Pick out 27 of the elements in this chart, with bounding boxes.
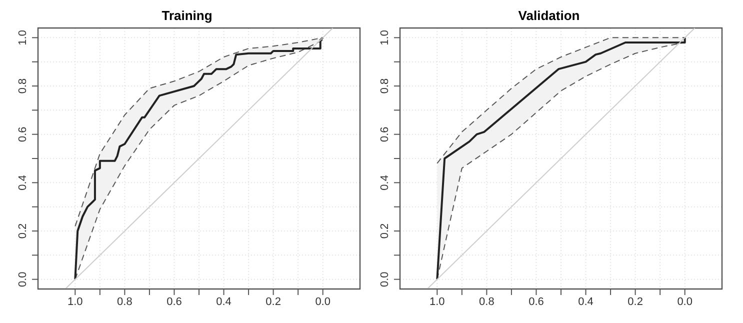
- y-tick-label: 0.2: [379, 223, 391, 239]
- chart-title: Training: [160, 8, 214, 25]
- x-tick-label: 1.0: [68, 296, 83, 308]
- x-tick-label: 0.8: [117, 296, 132, 308]
- y-tick-label: 0.4: [17, 175, 29, 190]
- chart-title: Validation: [517, 8, 581, 25]
- x-tick-label: 1.0: [430, 296, 445, 308]
- y-tick-label: 0.2: [17, 223, 29, 239]
- line-series: [436, 37, 686, 164]
- y-tick-label: 0.8: [379, 78, 391, 94]
- y-tick-label: 0.6: [17, 126, 29, 142]
- y-tick-label: 0.6: [379, 126, 391, 142]
- x-tick-label: 0.4: [216, 296, 232, 308]
- x-tick-label: 0.6: [528, 296, 544, 308]
- x-tick-label: 0.4: [578, 296, 594, 308]
- x-tick-label: 0.0: [677, 296, 692, 308]
- y-tick-label: 0.8: [17, 78, 29, 94]
- x-tick-label: 0.8: [479, 296, 494, 308]
- x-tick-label: 0.6: [166, 296, 182, 308]
- y-tick-label: 0.0: [379, 272, 391, 287]
- y-tick-label: 0.0: [17, 272, 29, 287]
- y-tick-label: 0.4: [379, 175, 391, 190]
- x-tick-label: 0.2: [628, 296, 643, 308]
- x-tick-label: 0.0: [315, 296, 330, 308]
- x-tick-label: 0.2: [266, 296, 281, 308]
- y-tick-label: 1.0: [379, 30, 391, 46]
- y-tick-label: 1.0: [17, 30, 29, 46]
